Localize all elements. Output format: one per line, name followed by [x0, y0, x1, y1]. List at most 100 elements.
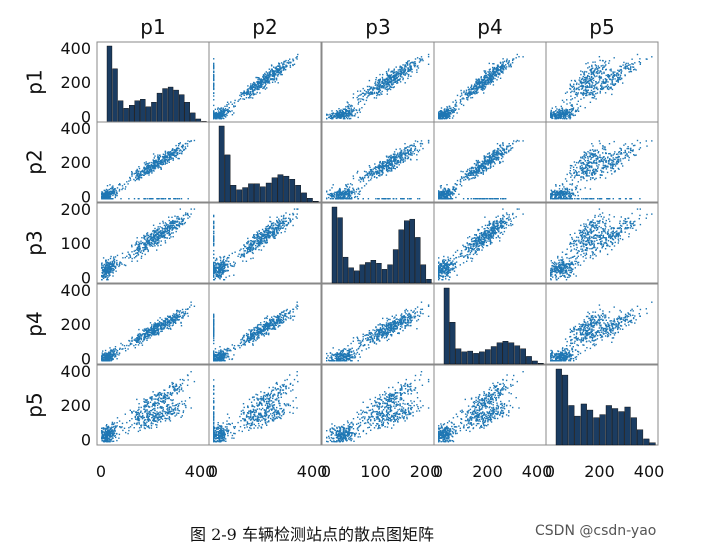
- scatter-point: [477, 86, 479, 88]
- scatter-point: [410, 147, 412, 149]
- scatter-point: [550, 110, 552, 113]
- scatter-point: [473, 92, 475, 95]
- scatter-point: [392, 72, 395, 75]
- scatter-point: [508, 60, 510, 62]
- scatter-point: [409, 62, 411, 65]
- scatter-point: [588, 75, 591, 78]
- scatter-point: [348, 198, 350, 200]
- scatter-point: [250, 83, 252, 85]
- scatter-point: [602, 82, 605, 84]
- scatter-point: [515, 140, 517, 143]
- scatter-point: [446, 106, 448, 108]
- scatter-point: [101, 196, 104, 198]
- scatter-point: [388, 84, 391, 86]
- scatter-point: [561, 107, 564, 109]
- scatter-point: [598, 56, 601, 58]
- scatter-point: [486, 162, 488, 164]
- scatter-point: [351, 110, 353, 112]
- scatter-point: [388, 75, 390, 77]
- scatter-point: [215, 117, 218, 119]
- scatter-point: [138, 166, 140, 168]
- scatter-point: [269, 75, 271, 77]
- scatter-point: [440, 187, 442, 189]
- scatter-point: [501, 67, 503, 69]
- scatter-point: [586, 91, 589, 93]
- scatter-point: [246, 93, 249, 95]
- scatter-point: [213, 77, 215, 80]
- scatter-point: [493, 63, 495, 65]
- scatter-point: [500, 70, 502, 72]
- scatter-point: [483, 162, 485, 164]
- scatter-point: [560, 114, 563, 117]
- scatter-point: [590, 89, 593, 92]
- scatter-point: [488, 62, 490, 65]
- scatter-point: [186, 143, 189, 145]
- scatter-point: [359, 176, 361, 179]
- scatter-point: [609, 78, 611, 81]
- scatter-point: [587, 67, 589, 69]
- scatter-point: [580, 78, 583, 81]
- scatter-point: [477, 83, 479, 85]
- scatter-point: [248, 93, 250, 95]
- scatter-point: [255, 88, 257, 90]
- scatter-point: [589, 101, 592, 103]
- scatter-point: [213, 111, 215, 113]
- scatter-point: [468, 88, 471, 90]
- scatter-point: [401, 76, 403, 78]
- scatter-point: [174, 151, 176, 154]
- scatter-point: [602, 64, 604, 67]
- scatter-point: [620, 65, 622, 68]
- scatter-point: [562, 115, 565, 117]
- scatter-point: [478, 78, 480, 80]
- scatter-point: [468, 93, 470, 95]
- scatter-point: [512, 59, 514, 62]
- scatter-point: [509, 145, 512, 147]
- scatter-point: [289, 66, 292, 68]
- scatter-point: [368, 94, 370, 97]
- scatter-point: [267, 76, 269, 79]
- scatter-point: [449, 194, 451, 197]
- scatter-point: [381, 166, 383, 168]
- scatter-point: [137, 175, 139, 178]
- scatter-point: [577, 107, 579, 109]
- scatter-point: [577, 100, 579, 102]
- scatter-point: [178, 152, 181, 155]
- scatter-point: [439, 114, 441, 117]
- scatter-point: [485, 168, 488, 170]
- scatter-point: [495, 156, 497, 158]
- scatter-point: [412, 151, 414, 153]
- scatter-point: [381, 81, 383, 83]
- scatter-point: [599, 90, 601, 93]
- scatter-point: [414, 147, 417, 150]
- scatter-point: [465, 91, 467, 93]
- scatter-point: [470, 85, 473, 88]
- scatter-point: [490, 81, 493, 84]
- scatter-point: [331, 187, 333, 189]
- scatter-point: [591, 64, 593, 67]
- scatter-point: [363, 89, 366, 92]
- scatter-point: [158, 160, 160, 163]
- scatter-point: [338, 194, 340, 196]
- scatter-point: [398, 161, 400, 163]
- scatter-point: [386, 73, 389, 76]
- scatter-point: [401, 69, 403, 71]
- scatter-point: [282, 63, 284, 65]
- scatter-point: [158, 158, 160, 161]
- scatter-point: [144, 167, 146, 169]
- scatter-point: [372, 93, 374, 95]
- scatter-point: [396, 162, 398, 165]
- scatter-point: [479, 165, 482, 167]
- scatter-point: [388, 198, 390, 200]
- scatter-point: [131, 175, 133, 177]
- scatter-point: [110, 192, 113, 194]
- scatter-point: [414, 149, 416, 152]
- scatter-point: [101, 196, 103, 199]
- scatter-point: [259, 92, 261, 94]
- scatter-point: [223, 109, 226, 111]
- scatter-point: [569, 83, 571, 85]
- scatter-point: [445, 198, 448, 200]
- scatter-point: [182, 145, 184, 147]
- scatter-point: [379, 80, 381, 83]
- scatter-point: [496, 72, 499, 74]
- scatter-point: [578, 83, 580, 85]
